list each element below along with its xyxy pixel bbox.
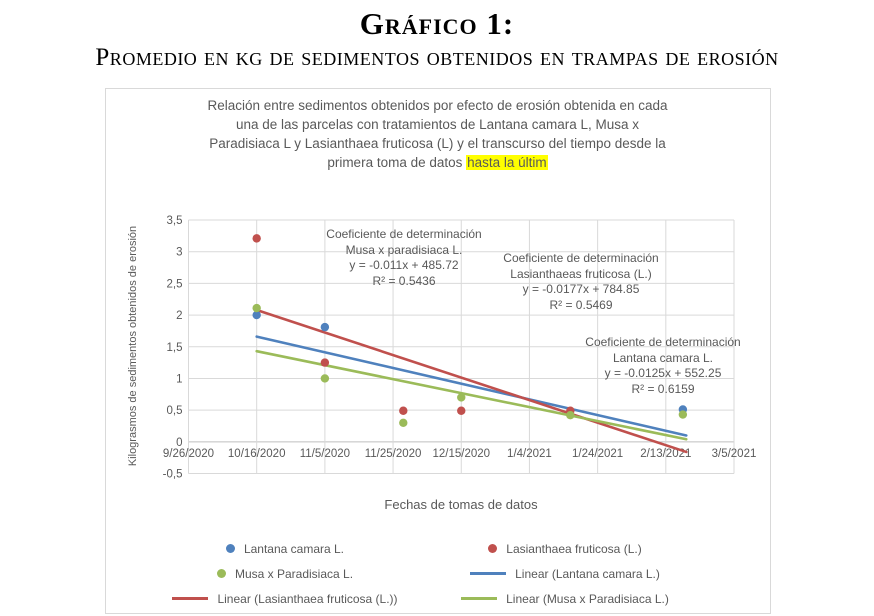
annotation-line: Coeficiente de determinación	[326, 227, 482, 241]
scatter-point	[320, 374, 330, 383]
trendline	[255, 335, 688, 437]
legend-marker-line	[470, 572, 507, 575]
x-tick-label: 11/25/2020	[365, 448, 422, 460]
annotation-line: Musa x paradisiaca L.	[345, 242, 463, 257]
trendline	[255, 308, 688, 454]
annotation-line: Coeficiente de determinación	[503, 251, 659, 265]
x-tick-label: 11/5/2020	[300, 448, 350, 460]
annotation-line: Coeficiente de determinación	[585, 335, 741, 349]
trendline-annotation: Coeficiente de determinación Musa x parad…	[326, 227, 481, 289]
scatter-point	[457, 406, 466, 415]
y-tick-label: 1	[176, 373, 182, 385]
x-tick-label: 9/26/2020	[163, 448, 214, 460]
page-subtitle: Promedio en kg de sedimentos obtenidos e…	[95, 44, 779, 71]
chart-title: Relación entre sedimentos obtenidos por …	[105, 96, 770, 172]
chart-title-line: una de las parcelas con tratamientos de …	[236, 117, 639, 132]
scatter-point	[252, 303, 261, 313]
legend-label: Linear (Lantana camara L.)	[515, 566, 660, 581]
annotation-line: Lasianthaeas fruticosa (L.)	[510, 266, 652, 281]
legend-marker-dot	[488, 544, 498, 553]
scatter-point	[252, 310, 261, 320]
chart-title-line: Paradisiaca L y Lasianthaea fruticosa (L…	[209, 136, 666, 151]
legend-label: Linear (Lasianthaea fruticosa (L.))	[217, 591, 398, 606]
trendline-annotation: Coeficiente de determinación Lantana cama…	[585, 335, 740, 397]
legend-item: Musa x Paradisiaca L.	[145, 565, 425, 582]
y-tick-label: -0,5	[163, 469, 183, 481]
scatter-point	[252, 234, 261, 243]
legend-item: Lantana camara L.	[145, 540, 425, 557]
annotation-line: Lantana camara L.	[612, 350, 714, 365]
legend-item: Linear (Lantana camara L.)	[425, 565, 705, 582]
scatter-point	[678, 410, 688, 419]
scatter-point	[399, 406, 408, 415]
y-tick-label: 0,5	[167, 405, 183, 417]
legend-item: Lasianthaea fruticosa (L.)	[425, 540, 705, 557]
scatter-point	[320, 322, 330, 332]
trendline-annotation: Coeficiente de determinación Lasianthaeas…	[503, 251, 658, 313]
legend-item: Linear (Lasianthaea fruticosa (L.))	[145, 590, 425, 607]
y-tick-label: 0	[176, 437, 182, 449]
x-tick-label: 10/16/2020	[228, 448, 286, 460]
annotation-line: R² = 0.5469	[549, 297, 613, 312]
legend-label: Lantana camara L.	[243, 541, 345, 556]
x-tick-label: 2/13/2021	[640, 448, 691, 460]
y-tick-label: 1,5	[167, 342, 183, 354]
chart-title-line: Relación entre sedimentos obtenidos por …	[207, 98, 668, 113]
legend-item: Linear (Musa x Paradisiaca L.)	[425, 590, 705, 607]
legend-marker-dot	[216, 569, 226, 578]
legend-label: Lasianthaea fruticosa (L.)	[506, 541, 642, 556]
annotation-line: y = -0.0177x + 784.85	[522, 282, 640, 296]
scatter-point	[566, 410, 575, 420]
chart-title-line: primera toma de datos	[327, 155, 467, 170]
annotation-line: y = -0.0125x + 552.25	[604, 366, 722, 380]
trendline	[255, 349, 688, 441]
legend-label: Linear (Musa x Paradisiaca L.)	[506, 591, 669, 606]
y-tick-label: 3	[176, 247, 182, 259]
scatter-point	[399, 418, 408, 427]
legend-marker-dot	[225, 544, 235, 553]
highlighted-text: hasta la últim	[466, 155, 548, 170]
scatter-point	[320, 358, 330, 367]
annotation-line: y = -0.011x + 485.72	[349, 258, 459, 272]
annotation-line: R² = 0.6159	[631, 381, 695, 396]
x-tick-label: 12/15/2020	[432, 448, 490, 460]
legend-marker-line	[172, 597, 209, 600]
y-axis-title: Kilograsmos de sedimentos obtenidos de e…	[127, 225, 139, 467]
y-tick-label: 3,5	[167, 215, 183, 227]
x-axis-title: Fechas de tomas de datos	[384, 497, 538, 512]
chart-legend: Lantana camara L. Lasianthaea fruticosa (…	[145, 540, 705, 607]
annotation-line: R² = 0.5436	[372, 273, 436, 288]
x-tick-label: 1/4/2021	[507, 448, 552, 460]
y-tick-label: 2,5	[167, 278, 183, 290]
x-tick-label: 1/24/2021	[572, 448, 623, 460]
page-title: Gráfico 1:	[359, 6, 515, 41]
chart-frame	[105, 88, 771, 614]
y-tick-label: 2	[176, 310, 182, 322]
legend-label: Musa x Paradisiaca L.	[234, 566, 354, 581]
legend-marker-line	[461, 597, 498, 600]
scatter-point	[457, 393, 466, 402]
x-tick-label: 3/5/2021	[712, 448, 757, 460]
